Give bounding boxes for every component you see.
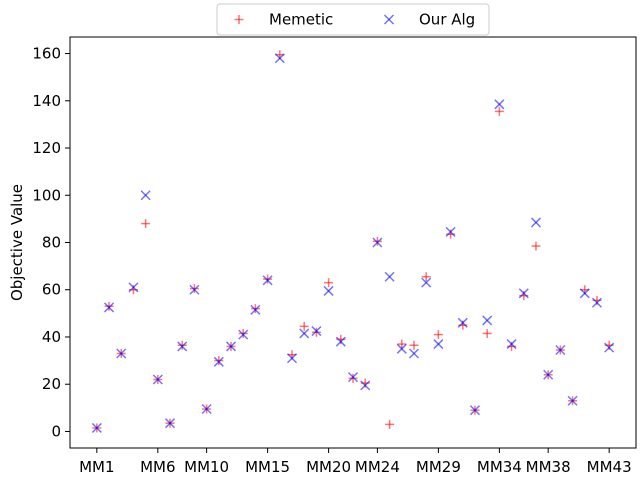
data-point [494,106,504,116]
data-point [421,277,432,288]
data-point [299,328,310,339]
y-axis-title: Objective Value [8,184,26,301]
data-point [177,341,188,352]
data-point [141,219,151,229]
data-point [213,356,224,367]
y-tick-label: 100 [32,186,61,204]
data-point [116,348,127,359]
legend-label: Our Alg [419,11,475,29]
x-tick-label: MM6 [140,458,175,476]
legend-box [216,3,490,36]
data-point [311,326,322,337]
data-point [104,302,115,313]
legend-label: Memetic [269,11,333,29]
data-point [506,339,517,350]
data-point [335,336,346,347]
x-tick-label: MM43 [587,458,632,476]
data-point [225,341,237,352]
data-point [250,304,261,315]
x-tick-label: MM29 [416,458,461,476]
data-point [543,369,554,380]
data-point [385,419,395,429]
x-tick-label: MM38 [526,458,571,476]
y-tick-label: 0 [51,422,61,440]
y-tick-label: 40 [42,328,61,346]
y-tick-label: 120 [32,139,61,157]
data-point [311,327,321,337]
data-point [469,405,481,416]
data-point [262,275,273,286]
data-point [567,395,578,406]
data-point [299,321,309,331]
y-tick-label: 140 [32,92,61,110]
data-point [494,99,505,110]
data-point [360,380,371,391]
data-point [140,190,151,201]
data-point [433,330,443,340]
data-point [189,284,199,294]
y-tick-label: 160 [32,45,61,63]
data-point [128,282,139,293]
data-point [555,344,566,356]
data-point [579,288,590,299]
data-point [152,374,163,385]
data-point [530,217,542,228]
data-point [372,237,383,248]
data-point [201,403,212,415]
data-point [164,418,176,429]
series-memetic [92,50,614,433]
data-point [286,353,298,364]
plot-layer [91,50,615,433]
data-point [238,328,248,338]
data-point [482,328,492,338]
data-point [347,372,359,383]
y-tick-label: 60 [42,281,61,299]
y-tick-label: 20 [42,375,61,393]
data-point [591,297,602,308]
data-point [189,284,200,295]
x-tick-label: MM1 [79,458,114,476]
data-point [384,271,395,282]
data-point [445,226,456,237]
data-point [91,422,102,433]
data-point [348,373,358,383]
legend-marker [383,14,395,25]
data-point [518,288,529,299]
data-point [324,278,334,288]
legend-marker [234,15,244,24]
x-tick-label: MM15 [245,458,290,476]
x-tick-label: MM24 [355,458,400,476]
data-point [531,241,541,251]
x-tick-label: MM20 [306,458,351,476]
data-point [238,329,249,340]
data-point [409,340,419,350]
data-point [457,317,468,328]
data-point [372,236,382,246]
legend: Memetic Our Alg [216,3,490,36]
data-point [482,315,493,326]
data-point [250,304,260,314]
data-point [433,339,444,350]
data-point [274,53,285,64]
data-point [396,343,407,354]
data-point [104,301,114,311]
data-point [323,285,334,296]
series-our-alg [91,53,615,433]
x-tick-label: MM10 [184,458,229,476]
x-tick-label: MM34 [477,458,522,476]
data-point [604,342,615,353]
plot-frame [69,36,637,449]
data-point [214,356,224,366]
data-point [408,348,420,359]
y-tick-label: 80 [42,234,61,252]
data-point [263,274,273,284]
data-point [397,339,407,349]
data-point [177,340,187,350]
data-point [421,272,431,282]
